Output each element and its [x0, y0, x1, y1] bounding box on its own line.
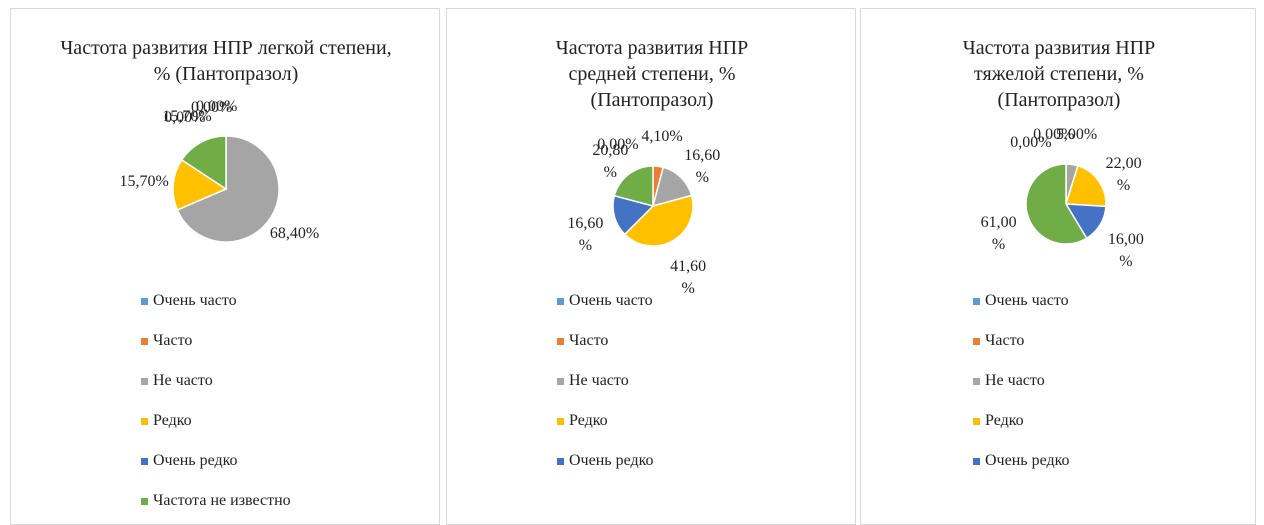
legend-item: Редко [973, 412, 1024, 430]
pie [1025, 163, 1107, 245]
legend-swatch [557, 377, 564, 385]
data-label: 68,40% [269, 225, 320, 243]
legend-swatch [973, 457, 980, 465]
legend-item: Редко [141, 412, 192, 430]
legend-swatch [141, 337, 148, 345]
legend-swatch [141, 377, 148, 385]
legend-item: Часто [557, 332, 608, 350]
legend-label: Очень редко [569, 452, 654, 469]
data-label: 0,00% [191, 99, 233, 117]
pie-slice [172, 158, 228, 211]
pie-slice [176, 135, 280, 243]
legend-item: Очень часто [141, 292, 237, 310]
data-label: 0,00% [1033, 126, 1075, 144]
chart-panel: Частота развития НПР тяжелой степени, % … [860, 8, 1256, 525]
chart-title: Частота развития НПР средней степени, % … [555, 37, 749, 111]
legend-item: Частота не известно [141, 492, 291, 510]
legend-swatch [141, 497, 148, 505]
legend-item: Очень редко [141, 452, 238, 470]
data-label: 16,00 % [1107, 231, 1144, 271]
legend-label: Не часто [569, 372, 629, 389]
chart-title: Частота развития НПР легкой степени, % (… [60, 37, 392, 85]
data-label: 16,60 % [567, 215, 604, 255]
legend-swatch [973, 417, 980, 425]
data-label: 20,80 % [592, 141, 629, 181]
legend-label: Очень редко [153, 452, 238, 469]
legend-item: Часто [973, 332, 1024, 350]
legend-swatch [141, 417, 148, 425]
legend-swatch [973, 297, 980, 305]
legend-swatch [973, 337, 980, 345]
legend-label: Не часто [985, 372, 1045, 389]
legend-label: Частота не известно [153, 492, 291, 509]
data-label: 0,00% [164, 108, 206, 126]
data-label: 15,70% [119, 172, 169, 190]
legend-item: Очень редко [557, 452, 654, 470]
legend-item: Не часто [557, 372, 629, 390]
legend-swatch [557, 297, 564, 305]
legend-item: Не часто [973, 372, 1045, 390]
legend-item: Часто [141, 332, 192, 350]
data-label: 0,00% [597, 136, 639, 154]
chart-panel: Частота развития НПР средней степени, % … [446, 8, 856, 525]
pie-slice [180, 135, 227, 191]
legend-label: Очень часто [569, 292, 653, 309]
data-label: 0,00% [196, 98, 238, 116]
chart-title: Частота развития НПР тяжелой степени, % … [962, 37, 1156, 111]
legend-label: Не часто [153, 372, 213, 389]
pie-slice [1025, 163, 1088, 245]
chart-panel: Частота развития НПР легкой степени, % (… [10, 8, 440, 525]
legend-item: Очень редко [973, 452, 1070, 470]
data-label: 0,00% [1010, 134, 1052, 152]
legend-label: Часто [569, 332, 609, 349]
pie-slice [613, 165, 654, 207]
legend-item: Очень часто [557, 292, 653, 310]
legend-label: Очень часто [985, 292, 1069, 309]
pie [172, 135, 280, 243]
data-label: 16,60 % [684, 147, 721, 187]
legend-swatch [141, 297, 148, 305]
legend-label: Часто [985, 332, 1025, 349]
legend-label: Очень редко [985, 452, 1070, 469]
legend-label: Редко [569, 412, 608, 429]
legend-swatch [557, 337, 564, 345]
legend-swatch [557, 417, 564, 425]
legend-label: Очень часто [153, 292, 237, 309]
data-label: 61,00 % [980, 213, 1017, 253]
legend-label: Редко [985, 412, 1024, 429]
legend-label: Часто [153, 332, 193, 349]
data-label: 4,10% [641, 127, 683, 145]
legend-item: Редко [557, 412, 608, 430]
pie-slice [623, 194, 694, 247]
pie [612, 165, 694, 247]
data-label: 41,60 % [670, 257, 707, 297]
pie-slice [1064, 164, 1107, 208]
legend-item: Очень часто [973, 292, 1069, 310]
legend-swatch [557, 457, 564, 465]
legend-swatch [973, 377, 980, 385]
legend-swatch [141, 457, 148, 465]
data-label: 22,00 % [1105, 155, 1142, 195]
legend-label: Редко [153, 412, 192, 429]
data-label: 5,00% [1055, 125, 1098, 143]
data-label: 15,70% [162, 107, 212, 125]
legend-item: Не часто [141, 372, 213, 390]
